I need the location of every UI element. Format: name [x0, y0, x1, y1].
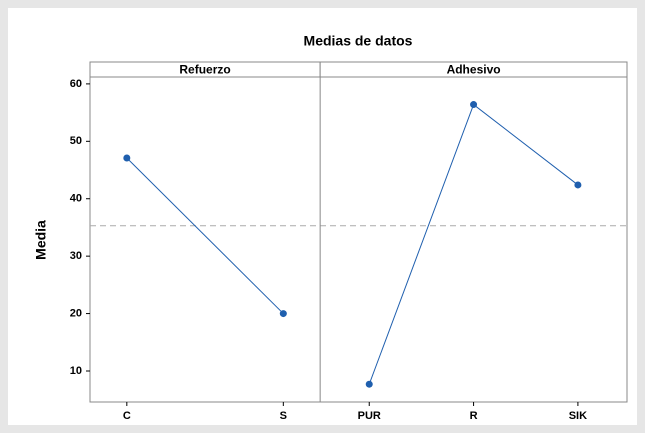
y-tick-label: 30 [70, 250, 82, 262]
x-tick-label: C [123, 410, 131, 422]
panel-title: Refuerzo [179, 63, 230, 77]
data-point [574, 181, 582, 189]
chart-title: Medias de datos [304, 33, 413, 49]
data-point [470, 101, 478, 109]
y-tick-label: 50 [70, 135, 82, 147]
data-point [279, 310, 287, 318]
y-tick-label: 10 [70, 365, 82, 377]
panel-title: Adhesivo [447, 63, 501, 77]
x-tick-label: SIK [569, 410, 587, 422]
y-axis-label: Media [33, 220, 49, 260]
data-point [365, 380, 373, 388]
y-tick-label: 20 [70, 307, 82, 319]
data-point [123, 154, 131, 162]
y-tick-label: 40 [70, 193, 82, 205]
y-tick-label: 60 [70, 78, 82, 90]
panel-strip [319, 61, 628, 78]
x-tick-label: PUR [358, 410, 381, 422]
x-tick-label: R [470, 410, 478, 422]
x-tick-label: S [280, 410, 287, 422]
series-line [126, 157, 284, 314]
